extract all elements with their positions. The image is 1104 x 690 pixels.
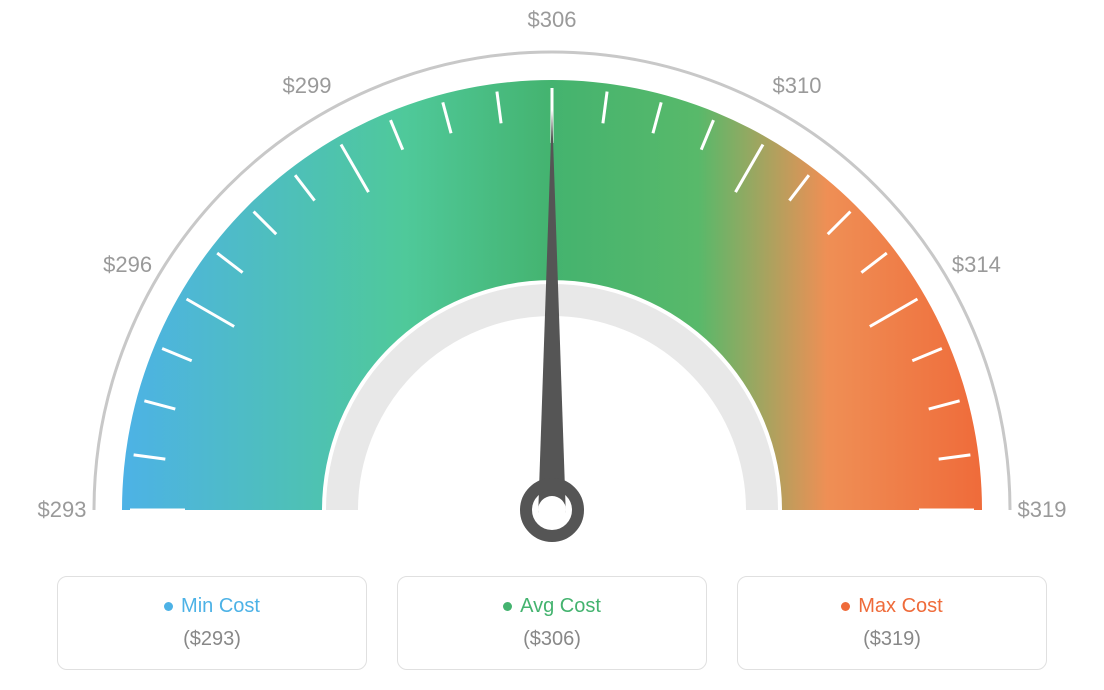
- gauge-tick-label: $299: [283, 73, 332, 99]
- legend-avg: Avg Cost ($306): [397, 576, 707, 670]
- gauge-tick-label: $310: [773, 73, 822, 99]
- gauge-tick-label: $296: [103, 252, 152, 278]
- gauge-area: $293 $296 $299 $306 $310 $314 $319: [0, 0, 1104, 560]
- gauge-tick-label: $319: [1018, 497, 1067, 523]
- gauge-tick-label: $306: [528, 7, 577, 33]
- dot-icon: [164, 602, 173, 611]
- legend-row: Min Cost ($293) Avg Cost ($306) Max Cost…: [0, 576, 1104, 670]
- legend-min-label: Min Cost: [164, 595, 260, 618]
- gauge-tick-label: $293: [38, 497, 87, 523]
- legend-max: Max Cost ($319): [737, 576, 1047, 670]
- legend-min: Min Cost ($293): [57, 576, 367, 670]
- legend-min-label-text: Min Cost: [181, 595, 260, 618]
- legend-avg-label-text: Avg Cost: [520, 595, 601, 618]
- gauge-tick-label: $314: [952, 252, 1001, 278]
- gauge-svg: [0, 0, 1104, 560]
- legend-max-value: ($319): [748, 628, 1036, 651]
- legend-min-value: ($293): [68, 628, 356, 651]
- legend-max-label: Max Cost: [841, 595, 942, 618]
- legend-max-label-text: Max Cost: [858, 595, 942, 618]
- dot-icon: [503, 602, 512, 611]
- legend-avg-label: Avg Cost: [503, 595, 601, 618]
- cost-gauge-chart: $293 $296 $299 $306 $310 $314 $319 Min Cost ($…: [0, 0, 1104, 690]
- dot-icon: [841, 602, 850, 611]
- legend-avg-value: ($306): [408, 628, 696, 651]
